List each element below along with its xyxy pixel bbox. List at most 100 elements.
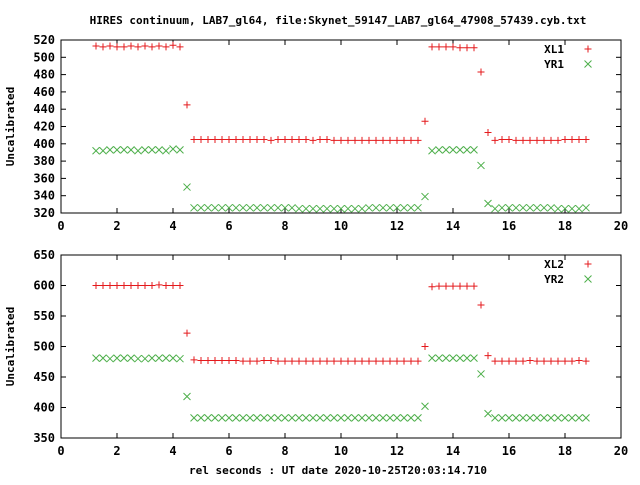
y-tick-label: 550 — [33, 309, 55, 323]
data-point — [526, 136, 534, 144]
data-point — [155, 281, 163, 289]
data-point — [428, 283, 436, 291]
data-point — [393, 203, 401, 212]
data-point — [505, 357, 513, 365]
x-tick-label: 20 — [614, 444, 628, 458]
data-point — [365, 414, 373, 422]
data-point — [372, 414, 380, 422]
data-point — [393, 357, 401, 365]
data-point — [190, 203, 198, 212]
data-point — [246, 203, 254, 212]
data-point — [393, 414, 401, 422]
data-point — [491, 204, 499, 213]
data-point — [253, 414, 261, 422]
data-point — [477, 370, 485, 378]
data-point — [540, 136, 548, 144]
data-point — [169, 354, 177, 362]
data-point — [372, 357, 380, 365]
data-point — [351, 357, 359, 365]
data-point — [554, 357, 562, 365]
y-tick-label: 440 — [33, 102, 55, 116]
data-point — [540, 357, 548, 365]
data-point — [442, 43, 450, 51]
data-point — [323, 414, 331, 422]
data-point — [127, 354, 135, 362]
data-point — [547, 203, 555, 212]
data-point — [323, 135, 331, 143]
y-tick-label: 500 — [33, 340, 55, 354]
data-point — [267, 203, 275, 212]
chart-title: HIRES continuum, LAB7_gl64, file:Skynet_… — [90, 14, 587, 27]
data-point — [246, 357, 254, 365]
data-point — [484, 352, 492, 360]
data-point — [435, 282, 443, 290]
data-point — [267, 357, 275, 365]
x-tick-label: 6 — [225, 444, 232, 458]
data-point — [582, 357, 590, 365]
data-point — [379, 136, 387, 144]
data-point — [505, 135, 513, 143]
data-point — [344, 414, 352, 422]
data-point — [162, 43, 170, 51]
data-point — [225, 135, 233, 143]
data-point — [190, 414, 198, 422]
data-point — [288, 135, 296, 143]
data-point — [295, 204, 303, 213]
data-point — [414, 203, 422, 212]
y-tick-label: 320 — [33, 206, 55, 220]
data-point — [498, 414, 506, 422]
data-point — [99, 146, 107, 155]
data-point — [407, 414, 415, 422]
data-point — [491, 136, 499, 144]
data-point — [568, 414, 576, 422]
data-point — [246, 135, 254, 143]
data-point — [512, 414, 520, 422]
data-point — [169, 41, 177, 49]
x-tick-label: 4 — [169, 444, 176, 458]
data-point — [274, 135, 282, 143]
y-tick-label: 450 — [33, 370, 55, 384]
data-point — [246, 414, 254, 422]
data-point — [337, 136, 345, 144]
panels: 0 2 4 6 8 10 12 14 16 18 2032034036038040042044046… — [4, 33, 628, 458]
data-point — [148, 282, 156, 289]
data-point — [141, 354, 149, 363]
data-point — [498, 203, 506, 212]
data-point — [512, 357, 520, 365]
chart-panel-2: 0 2 4 6 8 10 12 14 16 18 20 350 400 450 500 550 600 650 Un… — [4, 248, 628, 458]
data-point — [337, 357, 345, 365]
data-point — [463, 44, 471, 52]
y-tick-label: 600 — [33, 279, 55, 293]
data-point — [428, 146, 436, 155]
y-axis-label: Uncalibrated — [4, 87, 17, 166]
data-point — [211, 135, 219, 143]
data-point — [274, 203, 282, 212]
data-point — [512, 203, 520, 212]
data-point — [288, 357, 296, 365]
data-point — [337, 414, 345, 422]
data-point — [470, 354, 478, 362]
data-point — [519, 136, 527, 144]
data-point — [232, 357, 240, 365]
x-axis-label: rel seconds : UT date 2020-10-25T20:03:1… — [189, 464, 487, 477]
data-point — [379, 357, 387, 365]
data-point — [155, 42, 163, 50]
data-point — [358, 357, 366, 365]
data-point — [253, 135, 261, 143]
data-point — [176, 354, 184, 363]
data-point — [204, 135, 212, 143]
data-point — [113, 282, 121, 289]
y-tick-label: 360 — [33, 171, 55, 185]
data-point — [330, 357, 338, 365]
data-point — [414, 136, 422, 144]
data-point — [582, 135, 590, 143]
data-point — [421, 117, 429, 125]
data-point — [568, 357, 576, 365]
data-point — [274, 357, 282, 365]
series-XL2 — [92, 281, 590, 365]
data-point — [92, 146, 100, 155]
x-tick-label: 2 — [113, 219, 120, 233]
data-point — [477, 68, 485, 76]
x-tick-label: 12 — [390, 444, 404, 458]
data-point — [533, 357, 541, 365]
